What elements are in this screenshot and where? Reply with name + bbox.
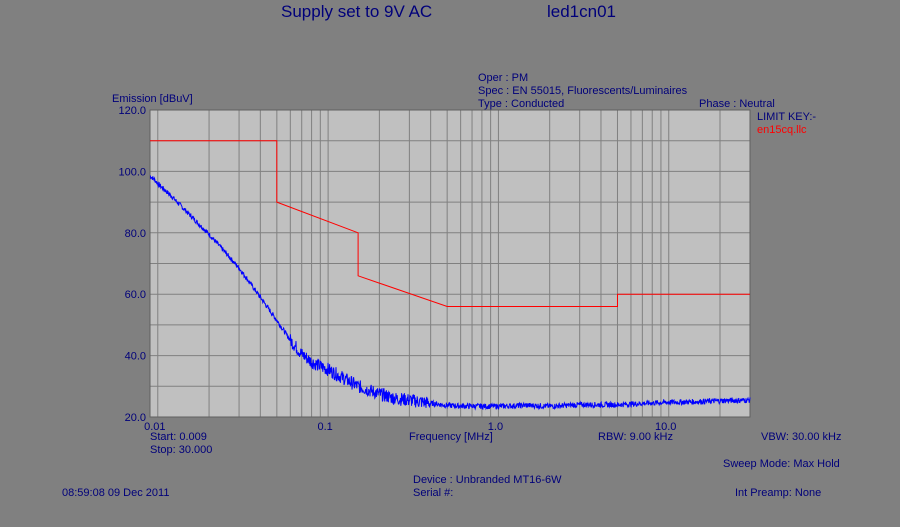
sweep-mode: Sweep Mode: Max Hold (723, 458, 840, 470)
limit-line (150, 140, 750, 307)
y-tick-label: 20.0 (125, 412, 146, 424)
vbw-value: VBW: 30.00 kHz (761, 431, 842, 443)
oper-label: Oper : PM (478, 72, 529, 84)
start-frequency: Start: 0.009 (150, 431, 207, 443)
phase-label: Phase : Neutral (699, 98, 775, 110)
y-tick-label: 100.0 (118, 166, 146, 178)
type-label: Type : Conducted (478, 98, 565, 110)
preamp-label: Int Preamp: None (735, 487, 822, 499)
title-left: Supply set to 9V AC (281, 2, 433, 21)
limit-key-title: LIMIT KEY:- (757, 111, 817, 123)
y-tick-label: 60.0 (125, 289, 146, 301)
emission-trace (149, 175, 751, 411)
x-tick-label: 1.0 (488, 421, 503, 433)
x-tick-label: 0.1 (317, 421, 332, 433)
plot-border (149, 109, 751, 418)
y-tick-label: 120.0 (118, 105, 146, 117)
timestamp: 08:59:08 09 Dec 2011 (62, 487, 170, 499)
y-tick-label: 80.0 (125, 228, 146, 240)
stop-frequency: Stop: 30.000 (150, 444, 213, 456)
x-tick-label: 10.0 (655, 421, 676, 433)
x-axis-label: Frequency [MHz] (409, 431, 493, 443)
rbw-value: RBW: 9.00 kHz (598, 431, 673, 443)
limit-key-entry: en15cq.llc (757, 124, 807, 136)
y-tick-label: 40.0 (125, 351, 146, 363)
title-right: led1cn01 (547, 2, 617, 21)
x-tick-label: 0.01 (144, 421, 165, 433)
spec-label: Spec : EN 55015, Fluorescents/Luminaires (478, 85, 688, 97)
device-label: Device : Unbranded MT16-6W (413, 474, 562, 486)
y-axis-label: Emission [dBuV] (112, 93, 193, 105)
serial-label: Serial #: (413, 487, 454, 499)
